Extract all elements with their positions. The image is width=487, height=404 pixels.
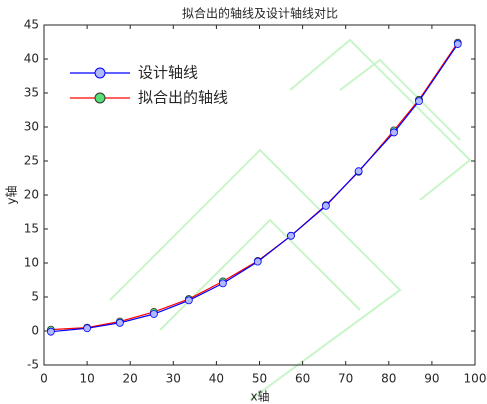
axes-box	[43, 24, 476, 366]
y-tick-label: 45	[24, 18, 39, 32]
point	[390, 128, 398, 137]
point	[150, 310, 158, 318]
point	[453, 40, 462, 48]
point	[83, 324, 91, 333]
x-tick-label: 0	[40, 372, 48, 386]
point	[253, 257, 262, 266]
point	[287, 231, 295, 240]
y-tick-label: 5	[31, 290, 39, 304]
legend-marker	[94, 67, 106, 79]
y-tick-label: 30	[24, 120, 39, 134]
y-tick-label: 0	[31, 324, 39, 338]
legend-label: 拟合出的轴线	[138, 89, 228, 107]
point	[115, 318, 124, 327]
x-tick-label: 50	[252, 372, 267, 386]
x-tick-label: 60	[295, 372, 310, 386]
y-tick-label: 10	[24, 256, 39, 270]
x-tick-label: 90	[424, 372, 439, 386]
legend-marker	[94, 92, 106, 104]
y-tick-label: 35	[24, 86, 39, 100]
legend-label: 设计轴线	[138, 64, 198, 82]
y-tick-label: 40	[24, 52, 39, 66]
y-tick-label: 20	[24, 188, 39, 202]
y-tick-label: 25	[24, 154, 39, 168]
y-axis-label: y轴	[4, 185, 19, 204]
x-tick-label: 20	[123, 372, 138, 386]
point	[184, 296, 193, 305]
x-axis-label: x轴	[250, 389, 269, 404]
x-tick-label: 40	[209, 372, 224, 386]
x-tick-label: 80	[381, 372, 396, 386]
x-tick-label: 100	[464, 372, 487, 386]
watermark	[109, 38, 472, 401]
x-tick-label: 30	[166, 372, 181, 386]
point	[354, 167, 363, 176]
y-tick-label: 15	[24, 222, 39, 236]
chart-title: 拟合出的轴线及设计轴线对比	[182, 6, 338, 21]
y-tick-label: -5	[27, 358, 39, 372]
point	[218, 279, 227, 288]
point	[321, 201, 330, 210]
point	[46, 327, 55, 336]
point	[415, 97, 423, 106]
x-tick-label: 70	[338, 372, 353, 386]
x-tick-label: 10	[79, 372, 94, 386]
